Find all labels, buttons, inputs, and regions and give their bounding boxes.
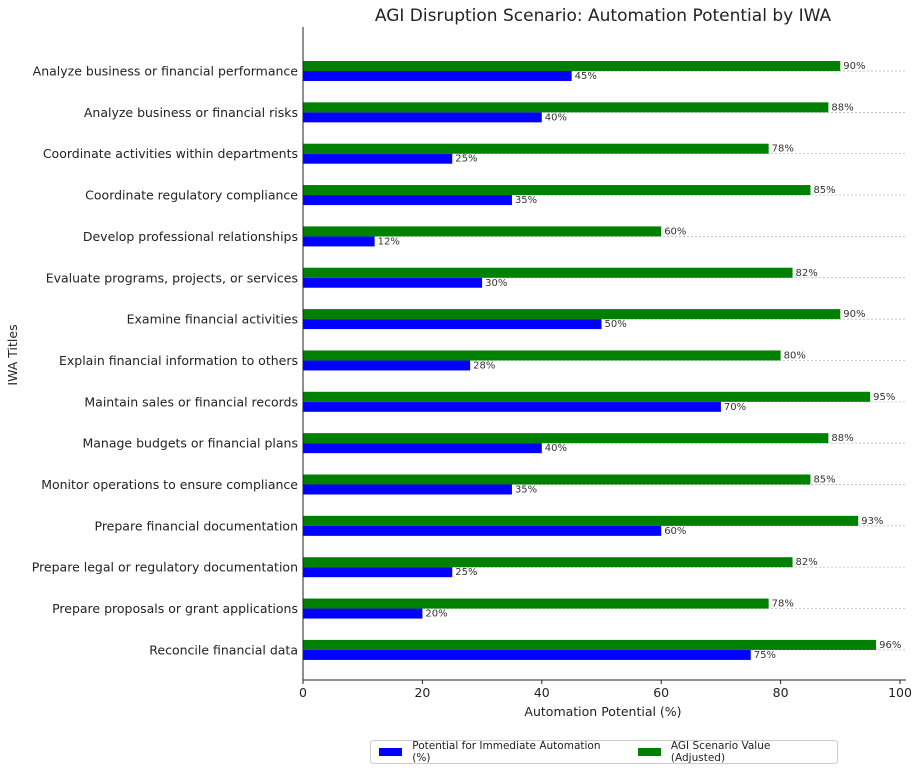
value-label-immediate: 40% <box>545 443 567 454</box>
bar-immediate <box>303 277 483 288</box>
bar-immediate <box>303 525 662 536</box>
bar-agi <box>303 143 769 154</box>
legend-label-agi: AGI Scenario Value (Adjusted) <box>670 740 771 764</box>
category-label: Manage budgets or financial plans <box>82 436 298 451</box>
bar-immediate <box>303 236 375 247</box>
category-label: Analyze business or financial risks <box>84 105 298 120</box>
value-label-immediate: 28% <box>473 360 495 371</box>
bar-immediate <box>303 401 721 412</box>
x-axis-label: Automation Potential (%) <box>524 704 681 719</box>
category-label: Examine financial activities <box>127 312 298 327</box>
value-label-agi: 90% <box>843 309 865 320</box>
category-label: Prepare financial documentation <box>95 518 299 533</box>
value-label-immediate: 75% <box>754 650 776 661</box>
category-label: Reconcile financial data <box>149 642 298 657</box>
value-labels: 45% 40% 25% 35% 12% 30% 50% 28% 70% 40% 35% 60% 25% 2… <box>378 61 902 661</box>
category-label: Analyze business or financial performanc… <box>33 64 299 79</box>
value-label-agi: 78% <box>772 599 794 610</box>
axes <box>302 27 906 681</box>
bars <box>303 61 877 660</box>
bar-immediate <box>303 71 572 81</box>
value-label-agi: 88% <box>831 433 853 444</box>
x-tick-label: 20 <box>414 685 430 700</box>
x-ticks: 0 20 40 60 80 100 <box>299 680 912 700</box>
value-label-agi: 60% <box>664 226 686 237</box>
bar-immediate <box>303 112 542 123</box>
value-label-agi: 85% <box>813 475 835 486</box>
value-label-agi: 82% <box>796 268 818 279</box>
bar-agi <box>303 598 769 609</box>
bar-agi <box>303 391 871 402</box>
bar-immediate <box>303 319 602 330</box>
value-label-immediate: 12% <box>378 236 400 247</box>
value-label-immediate: 20% <box>425 609 447 620</box>
value-label-immediate: 25% <box>455 154 477 165</box>
bar-agi <box>303 226 662 237</box>
category-label: Coordinate activities within departments <box>43 146 298 161</box>
category-label: Prepare legal or regulatory documentatio… <box>32 560 298 575</box>
value-label-agi: 78% <box>772 144 794 155</box>
value-label-immediate: 70% <box>724 402 746 413</box>
bar-immediate <box>303 443 542 454</box>
bar-immediate <box>303 195 512 206</box>
category-label: Develop professional relationships <box>83 229 298 244</box>
bar-agi <box>303 309 841 320</box>
bar-agi <box>303 267 793 278</box>
value-label-agi: 85% <box>813 185 835 196</box>
value-label-agi: 82% <box>796 557 818 568</box>
category-label: Prepare proposals or grant applications <box>52 601 298 616</box>
bar-agi <box>303 515 859 526</box>
legend: Potential for Immediate Automation (%) A… <box>370 740 838 764</box>
category-labels: Analyze business or financial performanc… <box>32 64 299 658</box>
bar-agi <box>303 433 829 444</box>
value-label-immediate: 45% <box>575 71 597 82</box>
legend-swatch-immediate <box>379 748 403 756</box>
x-tick-label: 80 <box>773 685 789 700</box>
x-tick-label: 60 <box>653 685 669 700</box>
bar-agi <box>303 474 811 485</box>
category-label: Evaluate programs, projects, or services <box>46 270 298 285</box>
x-tick-label: 40 <box>534 685 550 700</box>
value-label-agi: 96% <box>879 640 901 651</box>
bar-agi <box>303 102 829 113</box>
bar-agi <box>303 185 811 196</box>
category-label: Coordinate regulatory compliance <box>85 188 298 203</box>
value-label-agi: 95% <box>873 392 895 403</box>
value-label-immediate: 35% <box>515 485 537 496</box>
x-tick-label: 0 <box>299 685 307 700</box>
legend-label-immediate: Potential for Immediate Automation (%) <box>412 740 601 764</box>
category-label: Explain financial information to others <box>59 353 298 368</box>
value-label-immediate: 30% <box>485 278 507 289</box>
value-label-agi: 93% <box>861 516 883 527</box>
bar-agi <box>303 639 877 650</box>
value-label-immediate: 35% <box>515 195 537 206</box>
category-label: Monitor operations to ensure compliance <box>41 477 298 492</box>
category-label: Maintain sales or financial records <box>84 394 298 409</box>
legend-swatch-agi <box>637 748 661 756</box>
value-label-agi: 80% <box>784 350 806 361</box>
x-tick-label: 100 <box>888 685 912 700</box>
value-label-agi: 88% <box>831 102 853 113</box>
bar-immediate <box>303 484 512 495</box>
value-label-immediate: 50% <box>605 319 627 330</box>
bar-immediate <box>303 360 471 371</box>
value-label-immediate: 25% <box>455 567 477 578</box>
bar-immediate <box>303 567 453 578</box>
legend-item-agi: AGI Scenario Value (Adjusted) <box>637 740 823 764</box>
bar-agi <box>303 350 781 361</box>
bar-immediate <box>303 608 423 619</box>
legend-item-immediate: Potential for Immediate Automation (%) <box>379 740 616 764</box>
bar-agi <box>303 61 841 71</box>
value-label-immediate: 40% <box>545 112 567 123</box>
bar-agi <box>303 557 793 568</box>
value-label-agi: 90% <box>843 61 865 72</box>
chart-title: AGI Disruption Scenario: Automation Pote… <box>375 6 832 26</box>
bar-immediate <box>303 153 453 164</box>
y-axis-label: IWA Titles <box>5 324 20 385</box>
bar-immediate <box>303 649 751 660</box>
value-label-immediate: 60% <box>664 526 686 537</box>
